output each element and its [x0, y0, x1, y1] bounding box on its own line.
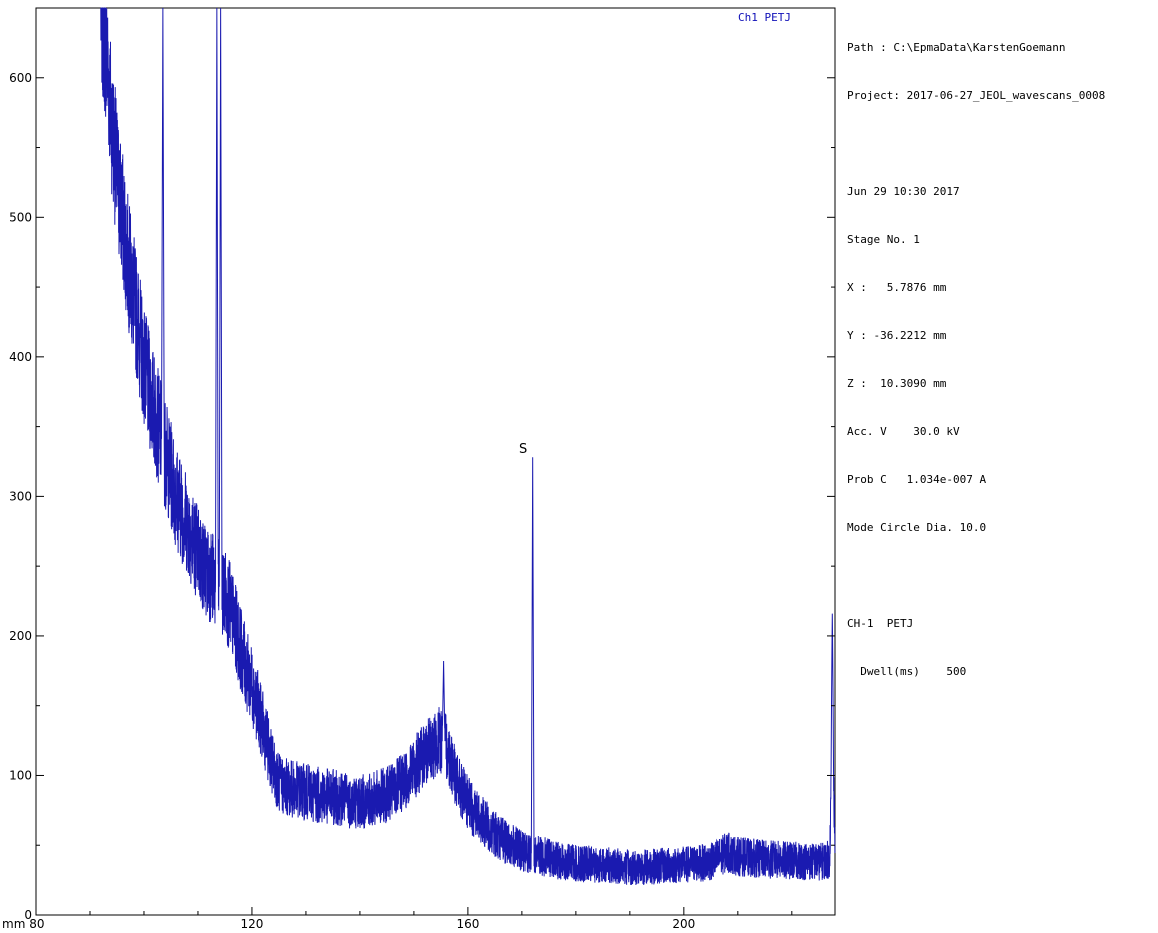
- y-tick-label: 0: [24, 908, 32, 922]
- x-tick-label: 160: [456, 917, 479, 931]
- info-y: Y : -36.2212 mm: [847, 329, 947, 342]
- x-tick-label: 200: [672, 917, 695, 931]
- chart-series: [100, 7, 836, 886]
- chart-ticks: 0 100 200 300 400 500 600 mm 80 120 160 200: [2, 71, 835, 931]
- y-tick-label: 500: [9, 210, 32, 224]
- info-channel: CH-1 PETJ: [847, 617, 914, 630]
- info-prob-c: Prob C 1.034e-007 A: [847, 473, 987, 486]
- info-project: Project: 2017-06-27_JEOL_wavescans_0008: [847, 89, 1106, 102]
- info-stage: Stage No. 1: [847, 233, 920, 246]
- info-mode: Mode Circle Dia. 10.0: [847, 521, 987, 534]
- acquisition-info-panel: Path : C:\EpmaData\KarstenGoemann Projec…: [847, 8, 1153, 696]
- x-tick-label: mm 80: [2, 917, 44, 931]
- y-tick-label: 300: [9, 489, 32, 503]
- y-tick-label: 400: [9, 350, 32, 364]
- y-tick-label: 200: [9, 629, 32, 643]
- peak-annotation-s: S: [519, 442, 528, 457]
- y-tick-label: 600: [9, 71, 32, 85]
- info-path: Path : C:\EpmaData\KarstenGoemann: [847, 41, 1066, 54]
- spectrum-trace: [100, 7, 836, 886]
- x-tick-label: 120: [240, 917, 263, 931]
- info-acc-v: Acc. V 30.0 kV: [847, 425, 960, 438]
- y-tick-label: 100: [9, 768, 32, 782]
- info-dwell: Dwell(ms) 500: [847, 665, 967, 678]
- info-z: Z : 10.3090 mm: [847, 377, 947, 390]
- plot-frame: [35, 7, 836, 916]
- chart-axes: [35, 7, 836, 916]
- chart-legend-label: Ch1 PETJ: [738, 11, 791, 24]
- info-x: X : 5.7876 mm: [847, 281, 947, 294]
- info-date: Jun 29 10:30 2017: [847, 185, 960, 198]
